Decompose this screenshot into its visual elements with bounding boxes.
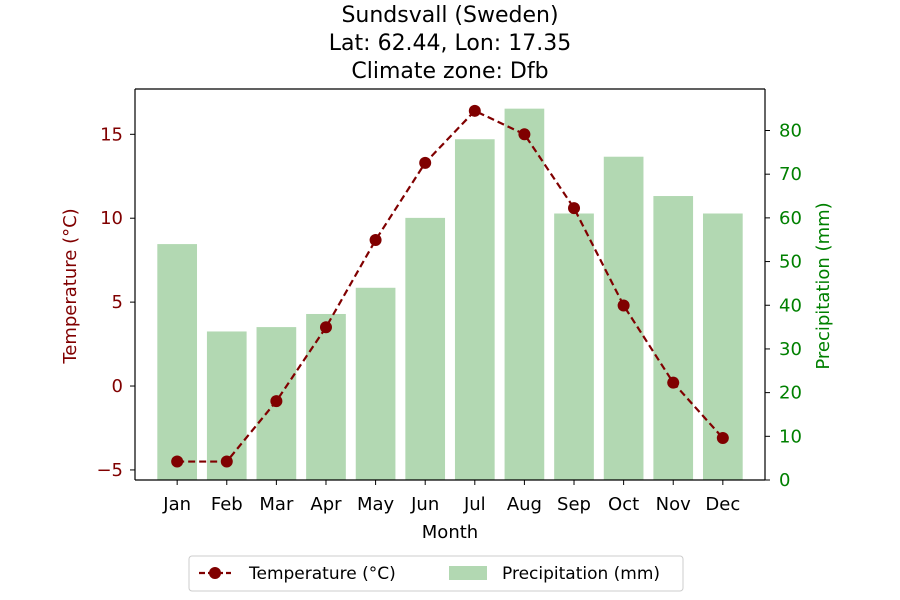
precipitation-bar-jul <box>454 139 495 480</box>
temperature-point-apr <box>319 321 332 334</box>
left-y-tick-label: −5 <box>96 460 123 481</box>
temperature-point-aug <box>518 128 531 141</box>
temperature-point-sep <box>568 202 581 215</box>
temperature-point-feb <box>220 455 233 468</box>
x-tick-label-apr: Apr <box>310 494 342 515</box>
right-y-tick-label: 60 <box>779 208 802 229</box>
x-tick-label-jul: Jul <box>463 494 486 515</box>
left-y-tick-label: 10 <box>100 208 123 229</box>
temperature-line <box>177 109 724 463</box>
right-y-tick-label: 20 <box>779 383 802 404</box>
right-y-tick-label: 50 <box>779 252 802 273</box>
right-y-tick-label: 10 <box>779 426 802 447</box>
title-coordinates: Lat: 62.44, Lon: 17.35 <box>329 31 571 56</box>
left-y-tick-label: 15 <box>100 124 123 145</box>
title-climate-zone: Climate zone: Dfb <box>351 59 548 84</box>
x-tick-label-nov: Nov <box>656 494 691 515</box>
legend-box <box>188 555 684 592</box>
precipitation-bar-aug <box>504 108 545 481</box>
title-city: Sundsvall (Sweden) <box>341 3 558 28</box>
precipitation-bar-apr <box>306 313 346 480</box>
x-tick-label-mar: Mar <box>259 494 294 515</box>
x-tick-label-feb: Feb <box>211 494 243 515</box>
right-y-tick-label: 40 <box>779 295 802 316</box>
right-y-axis-label: Precipitation (mm) <box>813 202 834 369</box>
legend-precipitation-label: Precipitation (mm) <box>502 564 660 584</box>
temperature-point-mar <box>270 395 283 408</box>
precipitation-bar-oct <box>603 156 644 480</box>
right-y-tick-label: 70 <box>779 164 802 185</box>
left-y-axis-label: Temperature (°C) <box>60 208 81 364</box>
chart-title: Sundsvall (Sweden) Lat: 62.44, Lon: 17.3… <box>329 3 571 84</box>
left-y-axis-ticks: −5 0 5 10 15 <box>96 124 135 481</box>
x-tick-label-dec: Dec <box>705 494 740 515</box>
x-axis-ticks: Jan Feb Mar Apr May Jun Jul Aug Sep Oct Nov Dec <box>162 480 740 515</box>
temperature-point-dec <box>716 432 729 445</box>
right-y-tick-label: 30 <box>779 339 802 360</box>
x-tick-label-jan: Jan <box>162 494 191 515</box>
right-y-axis-ticks: 0 10 20 30 40 50 60 70 80 <box>765 121 802 491</box>
temperature-point-jan <box>171 455 184 468</box>
precipitation-bar-jan <box>157 244 198 480</box>
precipitation-bars <box>157 108 743 481</box>
x-axis-label: Month <box>422 522 478 543</box>
temperature-line-layer <box>171 104 729 468</box>
precipitation-bar-feb <box>206 331 247 480</box>
axes-frame <box>134 88 766 481</box>
x-tick-label-jun: Jun <box>410 494 439 515</box>
precipitation-bar-may <box>355 287 396 480</box>
x-tick-label-aug: Aug <box>507 494 542 515</box>
x-tick-label-sep: Sep <box>557 494 591 515</box>
x-tick-label-may: May <box>357 494 395 515</box>
legend-temperature-marker <box>209 567 221 579</box>
right-y-tick-label: 80 <box>779 121 802 142</box>
temperature-point-may <box>369 234 382 247</box>
legend-temperature-label: Temperature (°C) <box>248 564 396 584</box>
precipitation-bar-nov <box>653 196 694 481</box>
precipitation-bar-sep <box>554 213 594 481</box>
temperature-point-oct <box>617 299 630 312</box>
temperature-point-jun <box>419 156 432 169</box>
temperature-point-jul <box>468 104 481 117</box>
left-y-tick-label: 5 <box>112 292 123 313</box>
precipitation-bar-jun <box>405 217 446 481</box>
temperature-point-nov <box>667 376 680 389</box>
right-y-tick-label: 0 <box>779 470 790 491</box>
left-y-tick-label: 0 <box>112 376 123 397</box>
x-tick-label-oct: Oct <box>608 494 639 515</box>
legend-precipitation-swatch <box>449 566 487 580</box>
legend: Temperature (°C) Precipitation (mm) <box>188 555 684 592</box>
